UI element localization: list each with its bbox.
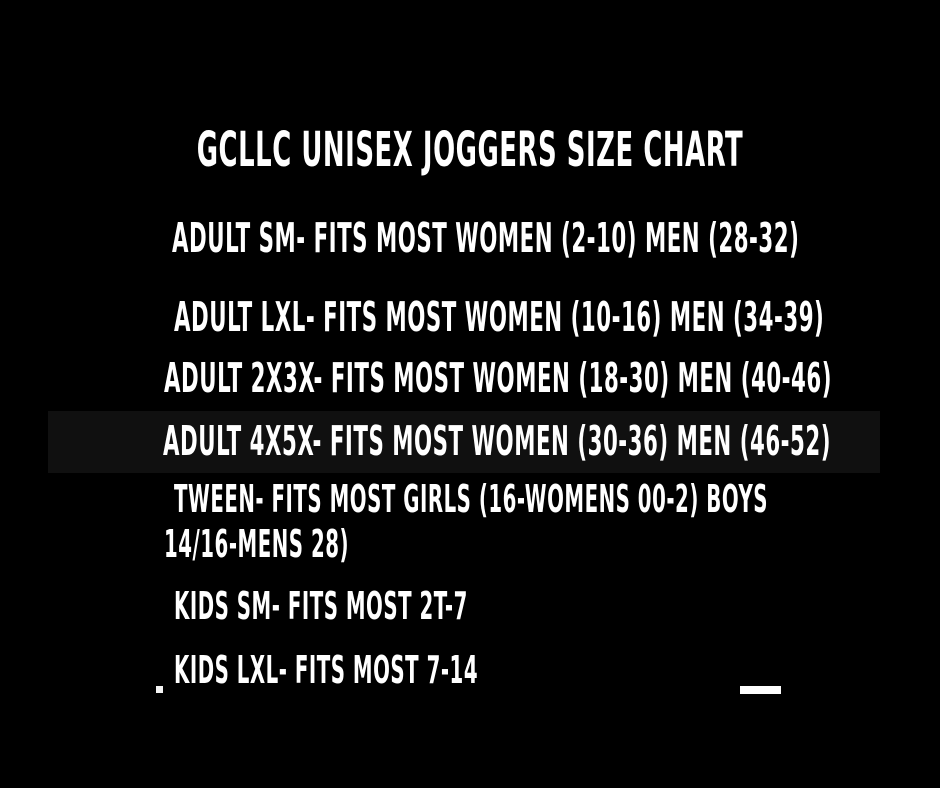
size-row-adult-lxl: ADULT LXL- FITS MOST WOMEN (10-16) MEN (… [174, 293, 825, 341]
size-row-tween-line2: 14/16-MENS 28) [164, 522, 350, 566]
dash-mark [740, 686, 781, 694]
size-row-kids-lxl: KIDS LXL- FITS MOST 7-14 [174, 648, 479, 692]
page-title: GCLLC UNISEX JOGGERS SIZE CHART [196, 122, 744, 178]
corner-flourish-top-right-icon [761, 38, 844, 167]
corner-flourish-bottom-left-icon [96, 619, 179, 748]
size-row-adult-4x5x: ADULT 4X5X- FITS MOST WOMEN (30-36) MEN … [163, 417, 832, 465]
size-row-adult-sm: ADULT SM- FITS MOST WOMEN (2-10) MEN (28… [172, 214, 800, 262]
size-row-kids-sm: KIDS SM- FITS MOST 2T-7 [174, 584, 468, 628]
corner-flourish-bottom-right-icon [761, 631, 844, 760]
size-row-adult-2x3x: ADULT 2X3X- FITS MOST WOMEN (18-30) MEN … [164, 354, 833, 402]
corner-flourish-top-left-icon [96, 38, 179, 167]
period-mark [156, 686, 163, 693]
size-row-tween-line1: TWEEN- FITS MOST GIRLS (16-WOMENS 00-2) … [174, 477, 769, 521]
row-highlight-band [48, 411, 880, 473]
